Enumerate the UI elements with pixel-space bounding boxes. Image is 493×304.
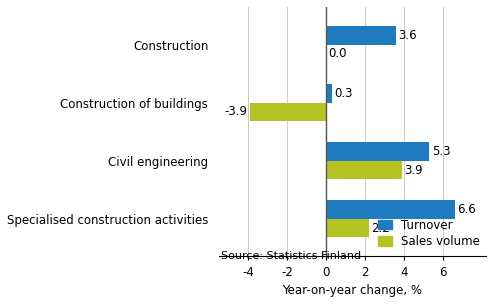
Bar [326,84,332,103]
Text: 2.2: 2.2 [371,222,390,235]
Bar [250,103,326,121]
Text: 3.9: 3.9 [404,164,423,177]
Bar [326,219,369,237]
X-axis label: Year-on-year change, %: Year-on-year change, % [282,284,423,297]
Text: 6.6: 6.6 [457,203,476,216]
Text: 5.3: 5.3 [432,145,450,158]
Legend: Turnover, Sales volume: Turnover, Sales volume [378,219,480,248]
Text: 0.0: 0.0 [328,47,347,60]
Bar [326,200,455,219]
Text: 3.6: 3.6 [399,29,417,42]
Bar [326,161,402,179]
Text: 0.3: 0.3 [334,87,353,100]
Text: -3.9: -3.9 [225,105,247,119]
Bar [326,26,396,45]
Bar [326,142,429,161]
Text: Source: Statistics Finland: Source: Statistics Finland [221,251,361,261]
